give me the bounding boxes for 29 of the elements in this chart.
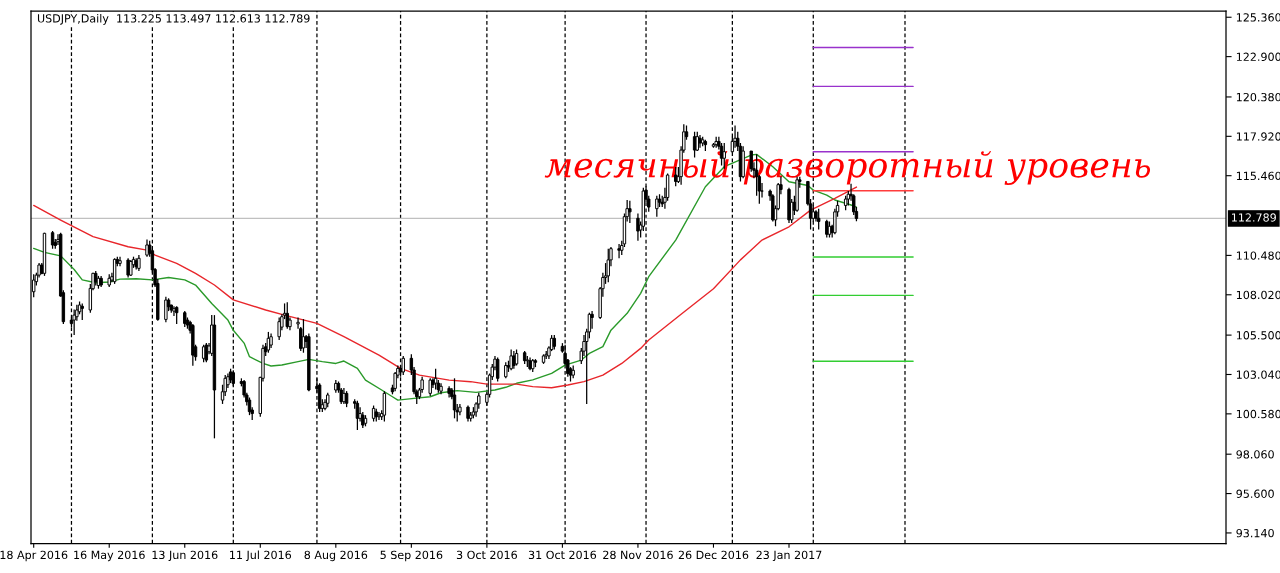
y-tick-label: 115.460 xyxy=(1236,171,1280,181)
y-tick-label: 108.020 xyxy=(1236,290,1280,300)
y-tick-label: 125.360 xyxy=(1236,13,1280,22)
y-tick-label: 120.380 xyxy=(1236,92,1280,102)
chart-title: USDJPY,Daily 113.225 113.497 112.613 112.789 xyxy=(37,14,310,25)
x-tick-label: 13 Jun 2016 xyxy=(152,550,218,562)
x-tick-label: 26 Dec 2016 xyxy=(678,550,749,560)
ref-line-label: 112.789 xyxy=(1232,213,1276,222)
y-tick-label: 117.920 xyxy=(1236,132,1280,141)
x-tick-label: 31 Oct 2016 xyxy=(528,550,597,560)
y-tick-label: 105.500 xyxy=(1236,331,1280,340)
y-tick-label: 93.140 xyxy=(1236,528,1274,538)
x-tick-label: 5 Sep 2016 xyxy=(380,550,443,562)
x-tick-label: 3 Oct 2016 xyxy=(456,550,517,560)
x-tick-label: 8 Aug 2016 xyxy=(304,550,368,562)
x-tick-label: 18 Apr 2016 xyxy=(0,550,68,562)
x-tick-label: 16 May 2016 xyxy=(74,550,145,562)
y-tick-label: 103.040 xyxy=(1236,370,1280,379)
y-tick-label: 122.900 xyxy=(1236,52,1280,61)
y-tick-label: 100.580 xyxy=(1236,409,1280,419)
x-tick-label: 11 Jul 2016 xyxy=(230,550,292,562)
candlestick xyxy=(277,316,281,341)
candlestick xyxy=(628,200,632,224)
x-tick-label: 23 Jan 2017 xyxy=(756,550,822,562)
y-tick-label: 95.600 xyxy=(1236,489,1274,498)
y-tick-label: 110.480 xyxy=(1236,251,1280,260)
candlestick xyxy=(617,243,621,259)
y-tick-label: 98.060 xyxy=(1236,450,1274,459)
x-tick-label: 28 Nov 2016 xyxy=(603,550,673,560)
